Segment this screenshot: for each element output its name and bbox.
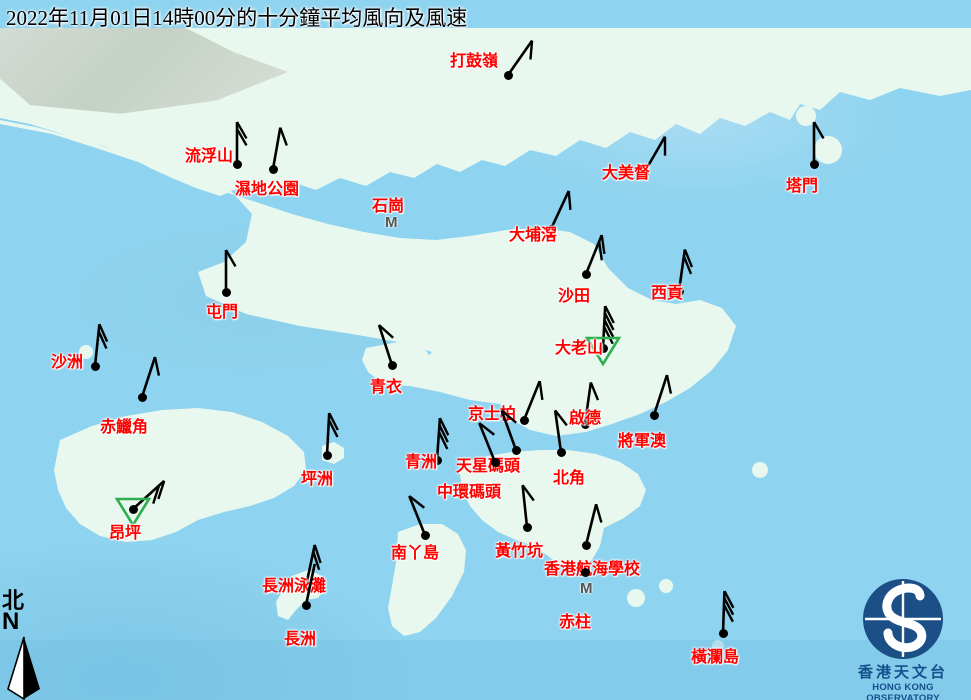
station-label: 青衣 — [370, 379, 403, 396]
station-label: 青洲 — [405, 454, 438, 471]
missing-data-symbol: M — [385, 214, 398, 231]
station-label: 西貢 — [651, 285, 684, 302]
station-dot — [421, 531, 430, 540]
logo-text-cn: 香港天文台 — [857, 665, 948, 681]
station-label: 赤鱲角 — [100, 419, 149, 436]
station-label: 坪洲 — [301, 471, 334, 488]
station-label: 中環碼頭 — [437, 484, 502, 501]
station-dot — [582, 270, 591, 279]
station-dot — [504, 71, 513, 80]
station-label: 赤柱 — [559, 614, 592, 631]
station-label: 啟德 — [569, 410, 602, 427]
station-label: 長洲泳灘 — [262, 578, 327, 595]
station-dot — [547, 225, 556, 234]
logo-text-en: HONG KONG OBSERVATORY — [866, 682, 940, 700]
station-dot — [520, 416, 529, 425]
station-dot — [91, 362, 100, 371]
station-dot — [138, 393, 147, 402]
station-dot — [581, 420, 590, 429]
station-label: 大埔滘 — [509, 227, 558, 244]
station-dot — [557, 448, 566, 457]
station-dot — [599, 344, 608, 353]
page-title: 2022年11月01日14時00分的十分鐘平均風向及風速 — [6, 6, 468, 30]
compass-north-label-cn: 北 — [2, 588, 25, 613]
station-dot — [269, 165, 278, 174]
station-dot — [222, 288, 231, 297]
station-label: 打鼓嶺 — [450, 53, 499, 70]
station-label: 天星碼頭 — [456, 458, 521, 475]
compass-north-label-en: N — [2, 608, 20, 635]
station-label: 沙洲 — [51, 354, 84, 371]
station-label: 南丫島 — [391, 545, 440, 562]
station-label: 大老山 — [555, 340, 604, 357]
compass-rose: 北 N — [2, 588, 62, 700]
station-label: 北角 — [553, 470, 586, 487]
station-dot — [388, 361, 397, 370]
station-label: 長洲 — [284, 631, 317, 648]
station-dot — [233, 160, 242, 169]
station-dot — [650, 411, 659, 420]
station-label: 塔門 — [786, 178, 819, 195]
compass-needle-icon — [7, 636, 40, 700]
station-label: 橫瀾島 — [691, 649, 740, 666]
station-label: 沙田 — [558, 288, 591, 305]
station-label: 濕地公園 — [235, 181, 300, 198]
station-dot — [523, 523, 532, 532]
station-dot — [433, 456, 442, 465]
station-dot — [491, 458, 500, 467]
station-label: 石崗 — [372, 198, 405, 215]
station-dot — [323, 451, 332, 460]
station-dot — [810, 160, 819, 169]
station-dot — [675, 287, 684, 296]
station-dot — [129, 505, 138, 514]
station-dot — [582, 541, 591, 550]
station-dot — [640, 169, 649, 178]
missing-data-symbol: M — [580, 580, 593, 597]
station-dot — [302, 601, 311, 610]
station-label: 大美督 — [602, 165, 651, 182]
station-dot — [581, 568, 590, 577]
station-label: 昂坪 — [109, 525, 142, 542]
station-label: 香港航海學校 — [544, 561, 641, 578]
hko-logo: 香港天文台 HONG KONG OBSERVATORY — [838, 578, 968, 700]
station-dot — [512, 446, 521, 455]
hko-emblem-icon — [863, 579, 943, 659]
station-label: 黃竹坑 — [495, 543, 544, 560]
station-dot — [719, 629, 728, 638]
station-label: 屯門 — [206, 304, 239, 321]
station-label: 京士柏 — [468, 406, 517, 423]
station-label: 流浮山 — [185, 148, 234, 165]
station-label: 將軍澳 — [618, 433, 667, 450]
